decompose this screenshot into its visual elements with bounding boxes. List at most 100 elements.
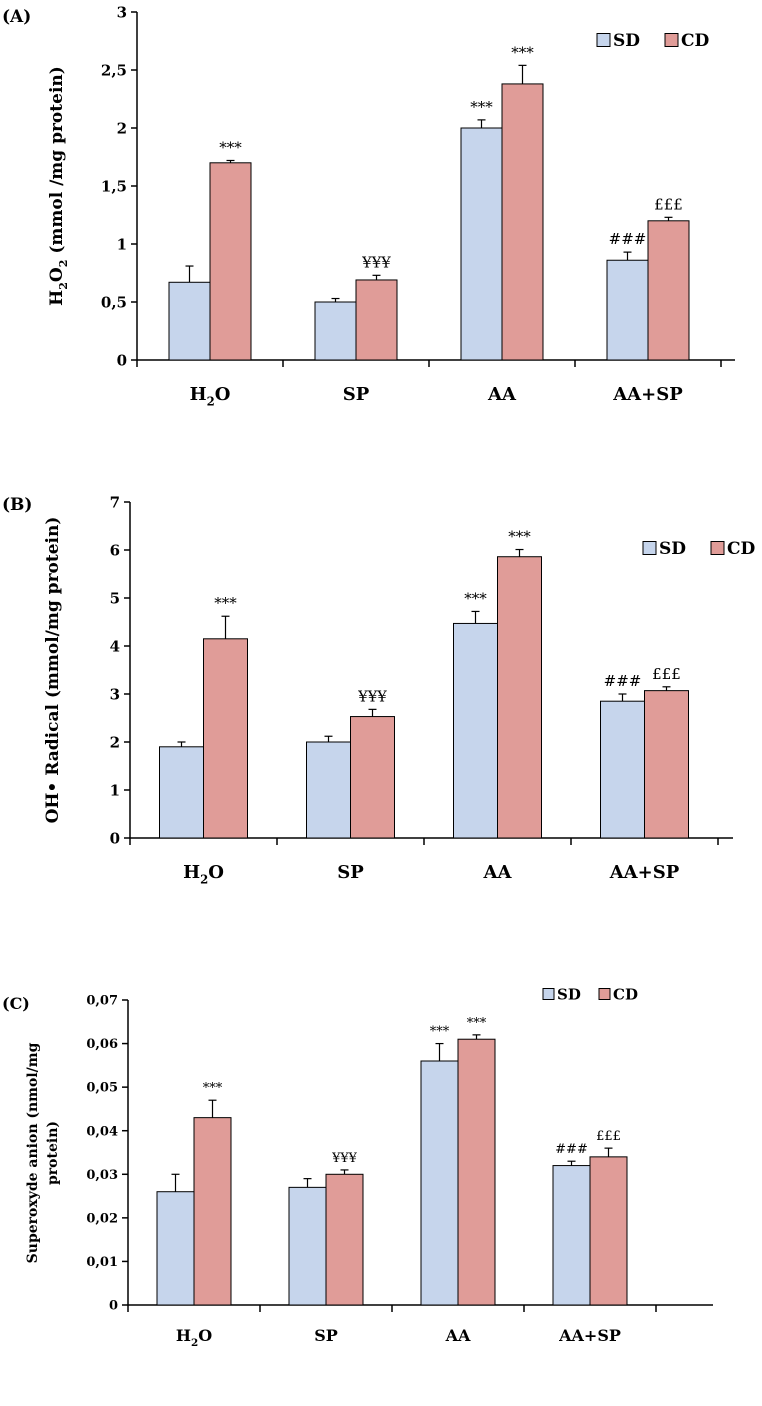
- x-tick-label: H2O: [183, 862, 224, 886]
- bar-cd: [647, 220, 690, 361]
- significance-label: £££: [652, 665, 681, 683]
- y-tick-label: 2: [110, 733, 120, 751]
- bar-cd: [203, 638, 248, 839]
- y-axis-title: OH• Radical (mmol/mg protein): [43, 517, 63, 824]
- significance-label: ###: [609, 230, 647, 248]
- significance-label: £££: [654, 195, 683, 213]
- y-tick-label: 7: [110, 493, 120, 511]
- x-tick-label: AA: [483, 862, 513, 883]
- x-tick-label: SP: [337, 862, 364, 883]
- x-tick-label: AA+SP: [558, 1326, 621, 1345]
- x-tick-label: AA+SP: [609, 862, 680, 883]
- bar-sd: [453, 622, 498, 839]
- significance-label: ***: [464, 589, 487, 607]
- y-axis-title: protein): [45, 1121, 61, 1185]
- bar-sd: [460, 127, 503, 361]
- bar-sd: [306, 741, 351, 839]
- y-tick-label: 5: [110, 589, 120, 607]
- legend-swatch-sd: [542, 988, 555, 1000]
- panel-label: (A): [2, 7, 31, 27]
- significance-label: ***: [467, 1016, 487, 1031]
- y-tick-label: 1,5: [101, 177, 127, 195]
- bar-cd: [193, 1117, 232, 1306]
- bar-sd: [159, 746, 204, 839]
- y-tick-label: 0,02: [86, 1211, 118, 1226]
- significance-label: ***: [511, 43, 534, 61]
- legend-swatch-cd: [710, 541, 725, 555]
- chart-panel-b: (B) 0 1 2 3 4 5 6 7 *** H2O ¥¥¥ SP *** *** AA ### £££ AA+S…: [2, 493, 756, 886]
- legend-label-sd: SD: [659, 539, 686, 559]
- legend-swatch-cd: [664, 33, 679, 47]
- significance-label: ¥¥¥: [357, 687, 387, 705]
- y-axis-title: Superoxyde anion (nmol/mg: [25, 1042, 41, 1263]
- bar-sd: [168, 281, 211, 361]
- significance-label: £££: [596, 1129, 621, 1144]
- y-tick-label: 0,03: [86, 1168, 118, 1183]
- significance-label: ***: [470, 98, 493, 116]
- bar-sd: [420, 1060, 459, 1306]
- y-tick-label: 0: [117, 351, 127, 369]
- bar-sd: [314, 301, 357, 361]
- y-axis-title: H2O2 (mmol /mg protein): [47, 66, 70, 306]
- y-tick-label: 3: [110, 685, 120, 703]
- significance-label: ***: [214, 594, 237, 612]
- chart-panel-a: (A) 0 0,5 1 1,5 2 2,5 3 *** H2O ¥¥¥ SP *** *** AA ### ££…: [2, 3, 735, 408]
- panel-label: (B): [2, 495, 32, 515]
- y-tick-label: 0,01: [86, 1255, 118, 1270]
- x-tick-label: H2O: [190, 384, 231, 408]
- y-tick-label: 2: [117, 119, 127, 137]
- bar-cd: [457, 1038, 496, 1306]
- legend-label-cd: CD: [727, 539, 756, 559]
- bar-cd: [350, 716, 395, 839]
- significance-label: ***: [203, 1081, 223, 1096]
- legend-swatch-sd: [642, 541, 657, 555]
- y-tick-label: 0,04: [86, 1124, 118, 1139]
- bar-cd: [589, 1156, 628, 1306]
- y-tick-label: 0,05: [86, 1081, 118, 1096]
- y-tick-label: 0,5: [101, 293, 127, 311]
- x-tick-label: SP: [314, 1326, 338, 1345]
- legend-label-cd: CD: [681, 31, 710, 51]
- x-tick-label: H2O: [176, 1326, 212, 1349]
- y-tick-label: 0: [109, 1299, 118, 1314]
- significance-label: ###: [555, 1142, 588, 1157]
- bar-sd: [552, 1165, 591, 1306]
- panel-label: (C): [2, 994, 30, 1013]
- bar-sd: [156, 1191, 195, 1306]
- x-tick-label: AA+SP: [612, 384, 683, 405]
- y-tick-label: 1: [117, 235, 127, 253]
- bar-cd: [644, 690, 689, 839]
- significance-label: ###: [604, 672, 642, 690]
- legend-label-sd: SD: [613, 31, 640, 51]
- bar-sd: [600, 700, 645, 839]
- significance-label: ***: [430, 1025, 450, 1040]
- y-tick-label: 4: [110, 637, 120, 655]
- bar-sd: [606, 259, 649, 361]
- y-tick-label: 0: [110, 829, 120, 847]
- legend-swatch-sd: [596, 33, 611, 47]
- bar-sd: [288, 1186, 327, 1306]
- bar-cd: [497, 556, 542, 839]
- legend-label-sd: SD: [557, 985, 581, 1003]
- legend-swatch-cd: [598, 988, 611, 1000]
- significance-label: ***: [508, 528, 531, 546]
- x-tick-label: AA: [487, 384, 517, 405]
- bar-cd: [325, 1173, 364, 1306]
- y-tick-label: 3: [117, 3, 127, 21]
- chart-panel-c: (C) 0 0,01 0,02 0,03 0,04 0,05 0,06 0,07 *** H2O ¥¥…: [2, 985, 713, 1349]
- y-tick-label: 0,07: [86, 994, 118, 1009]
- significance-label: ¥¥¥: [361, 253, 391, 271]
- y-tick-label: 0,06: [86, 1037, 118, 1052]
- bar-cd: [209, 162, 252, 361]
- x-tick-label: SP: [343, 384, 370, 405]
- y-tick-label: 1: [110, 781, 120, 799]
- significance-label: ¥¥¥: [331, 1151, 358, 1166]
- y-tick-label: 6: [110, 541, 120, 559]
- x-tick-label: AA: [445, 1326, 471, 1345]
- bar-cd: [355, 279, 398, 361]
- y-tick-label: 2,5: [101, 61, 127, 79]
- bar-cd: [501, 83, 544, 361]
- legend-label-cd: CD: [613, 985, 638, 1003]
- significance-label: ***: [219, 138, 242, 156]
